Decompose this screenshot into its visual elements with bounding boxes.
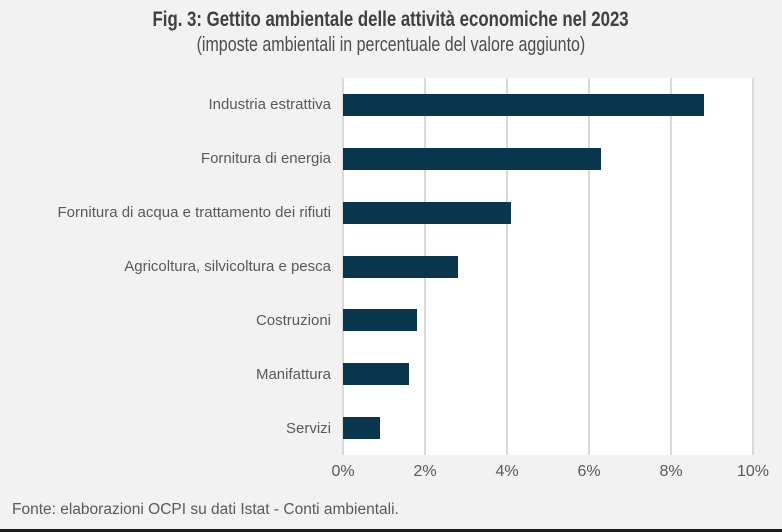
bar-row [343, 293, 753, 347]
x-tick-label: 8% [659, 463, 683, 480]
category-label: Costruzioni [255, 311, 331, 329]
gridline [506, 78, 508, 455]
chart-subtitle: (imposte ambientali in percentuale del v… [0, 33, 782, 58]
x-tick-label: 2% [413, 463, 437, 480]
gridline [670, 78, 672, 455]
bar [343, 255, 458, 278]
category-label: Fornitura di energia [200, 150, 331, 168]
bar-row [343, 240, 753, 294]
chart-title-text: Fig. 3: Gettito ambientale delle attivit… [152, 8, 630, 31]
bottom-border-rule [0, 529, 782, 532]
bar [343, 93, 704, 116]
category-label: Manifattura [255, 365, 331, 383]
bar [343, 201, 512, 224]
bar-row [343, 186, 753, 240]
gridline [588, 78, 590, 455]
category-axis-labels: Industria estrattiva Fornitura di energia… [0, 78, 337, 455]
x-tick-label: 4% [495, 463, 519, 480]
gridline [752, 78, 754, 455]
bar-row [343, 78, 753, 132]
bar-row [343, 347, 753, 401]
bar [343, 417, 380, 440]
category-label: Agricoltura, silvicoltura e pesca [124, 258, 331, 275]
x-tick-label: 6% [577, 463, 601, 480]
x-tick-label: 0% [331, 463, 355, 480]
category-label: Servizi [285, 419, 331, 437]
category-label: Fornitura di acqua e trattamento dei rif… [57, 204, 331, 222]
x-tick-label: 10% [736, 463, 770, 480]
plot-area [342, 78, 754, 455]
bar [343, 309, 417, 332]
bar [343, 147, 602, 170]
x-axis-tick-labels: 0% 2% 4% 6% 8% 10% [331, 463, 769, 485]
bar-row [343, 401, 753, 455]
chart-subtitle-text: (imposte ambientali in percentuale del v… [196, 34, 586, 56]
category-label: Industria estrattiva [208, 96, 331, 114]
bar [343, 363, 409, 386]
source-note: Fonte: elaborazioni OCPI su dati Istat -… [12, 501, 399, 518]
bar-row [343, 132, 753, 186]
bars-layer [343, 78, 753, 455]
chart-title: Fig. 3: Gettito ambientale delle attivit… [0, 6, 782, 33]
